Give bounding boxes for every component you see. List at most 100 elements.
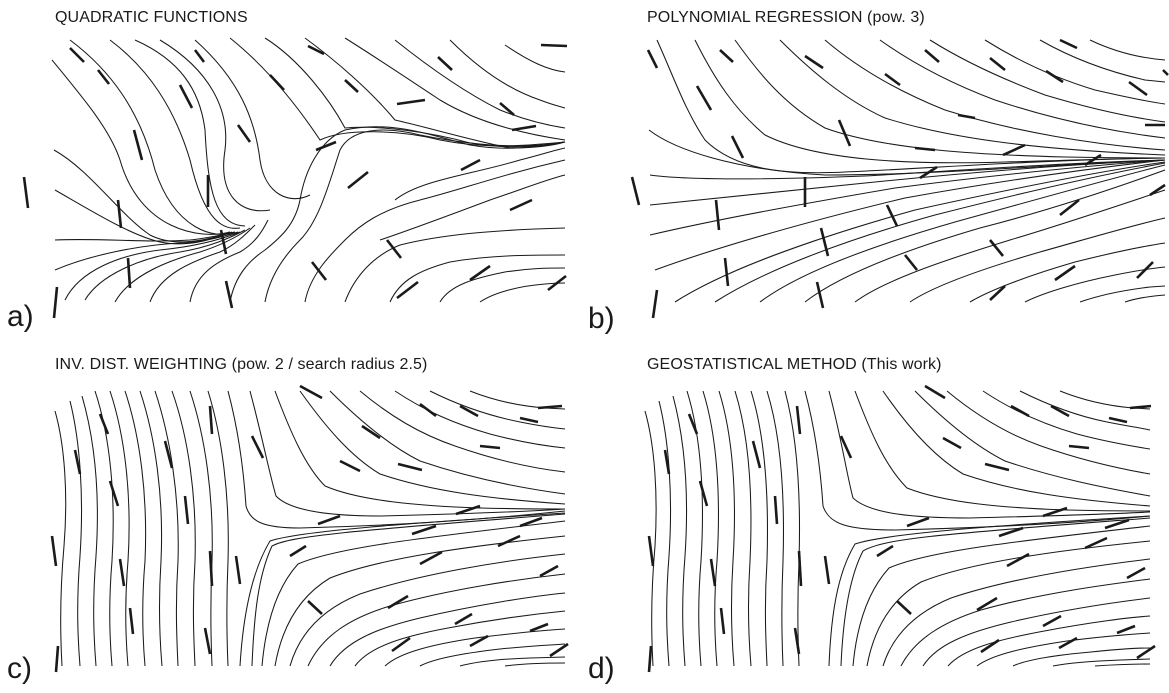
direction-tick bbox=[203, 627, 212, 655]
streamline bbox=[824, 39, 1166, 151]
direction-tick bbox=[178, 84, 194, 109]
direction-tick bbox=[307, 44, 325, 56]
direction-ticks bbox=[630, 38, 1169, 319]
streamlines bbox=[648, 39, 1166, 303]
streamline bbox=[969, 242, 1166, 303]
streamline bbox=[419, 643, 566, 667]
direction-tick bbox=[317, 514, 341, 526]
direction-ticks bbox=[22, 43, 568, 319]
direction-tick bbox=[1162, 69, 1169, 76]
streamline bbox=[274, 535, 566, 667]
streamline bbox=[914, 390, 1151, 497]
streamline bbox=[274, 390, 566, 510]
direction-tick bbox=[183, 495, 190, 525]
direction-tick bbox=[914, 146, 936, 152]
streamline bbox=[504, 662, 566, 667]
panel-title: POLYNOMIAL REGRESSION (pow. 3) bbox=[647, 9, 925, 26]
direction-ticks bbox=[647, 384, 1156, 673]
streamline bbox=[69, 400, 83, 667]
streamline bbox=[759, 164, 1166, 303]
direction-tick bbox=[163, 440, 174, 469]
streamline bbox=[379, 174, 566, 241]
streamline bbox=[854, 189, 1166, 303]
panel-c-inverse-distance-weighting: INV. DIST. WEIGHTING (pow. 2 / search ra… bbox=[0, 346, 585, 693]
panel-label: c) bbox=[7, 652, 32, 685]
direction-tick bbox=[989, 285, 1006, 301]
streamline bbox=[171, 390, 196, 667]
streamline bbox=[702, 390, 719, 667]
direction-tick bbox=[455, 504, 481, 516]
direction-tick bbox=[499, 102, 515, 116]
direction-tick bbox=[1084, 536, 1108, 550]
streamline bbox=[207, 390, 229, 667]
streamline bbox=[69, 39, 236, 235]
streamline bbox=[1094, 663, 1151, 667]
direction-tick bbox=[50, 535, 58, 567]
streamline bbox=[249, 390, 566, 517]
direction-tick bbox=[1116, 624, 1136, 635]
streamline bbox=[51, 59, 231, 235]
direction-tick bbox=[1068, 444, 1090, 450]
direction-tick bbox=[219, 229, 228, 255]
direction-tick bbox=[804, 54, 824, 70]
direction-tick bbox=[719, 607, 726, 635]
direction-tick bbox=[906, 516, 930, 528]
direction-tick bbox=[795, 405, 802, 435]
panel-title: INV. DIST. WEIGHTING (pow. 2 / search ra… bbox=[55, 356, 428, 373]
streamline bbox=[672, 395, 688, 667]
direction-tick bbox=[454, 612, 473, 626]
direction-tick bbox=[397, 462, 423, 472]
direction-tick bbox=[54, 645, 60, 673]
streamline bbox=[54, 410, 67, 667]
direction-tick bbox=[1054, 264, 1076, 282]
direction-tick bbox=[108, 480, 120, 507]
direction-tick bbox=[1010, 404, 1030, 418]
direction-tick bbox=[299, 384, 323, 400]
direction-tick bbox=[647, 645, 653, 673]
direction-tick bbox=[651, 289, 659, 319]
direction-tick bbox=[344, 79, 359, 93]
direction-tick bbox=[289, 544, 307, 558]
streamline bbox=[900, 578, 1151, 667]
direction-tick bbox=[391, 636, 411, 653]
direction-tick bbox=[709, 558, 717, 587]
direction-tick bbox=[208, 550, 214, 587]
panel-a-quadratic-functions: QUADRATIC FUNCTIONS a) bbox=[0, 0, 585, 347]
direction-tick bbox=[469, 634, 489, 648]
streamline bbox=[139, 390, 163, 667]
streamline bbox=[649, 159, 1166, 236]
direction-tick bbox=[497, 534, 521, 548]
streamline-field bbox=[50, 384, 569, 673]
streamline bbox=[329, 592, 566, 667]
streamline bbox=[54, 189, 233, 245]
direction-tick bbox=[387, 594, 409, 610]
streamline bbox=[54, 231, 239, 271]
streamline bbox=[109, 39, 241, 229]
direction-tick bbox=[876, 544, 894, 558]
streamline bbox=[94, 390, 114, 667]
streamline bbox=[459, 656, 566, 667]
streamline bbox=[194, 39, 311, 200]
direction-tick bbox=[549, 642, 569, 658]
streamline bbox=[718, 390, 735, 667]
direction-tick bbox=[751, 440, 762, 469]
direction-tick bbox=[1129, 404, 1152, 410]
direction-tick bbox=[647, 535, 655, 567]
panel-label: a) bbox=[7, 300, 34, 333]
direction-tick bbox=[885, 204, 899, 227]
streamline bbox=[159, 39, 271, 212]
panel-label: d) bbox=[588, 652, 615, 685]
direction-tick bbox=[539, 564, 559, 578]
direction-tick bbox=[1058, 636, 1078, 650]
direction-tick bbox=[698, 480, 709, 507]
direction-tick bbox=[1042, 506, 1068, 518]
streamline bbox=[750, 390, 769, 667]
direction-tick bbox=[903, 254, 919, 271]
direction-tick bbox=[896, 600, 912, 615]
streamline bbox=[909, 217, 1166, 303]
streamline bbox=[1079, 285, 1166, 303]
direction-tick bbox=[419, 402, 437, 418]
streamline bbox=[784, 390, 801, 667]
direction-tick bbox=[1006, 552, 1030, 568]
direction-tick bbox=[1126, 566, 1146, 580]
